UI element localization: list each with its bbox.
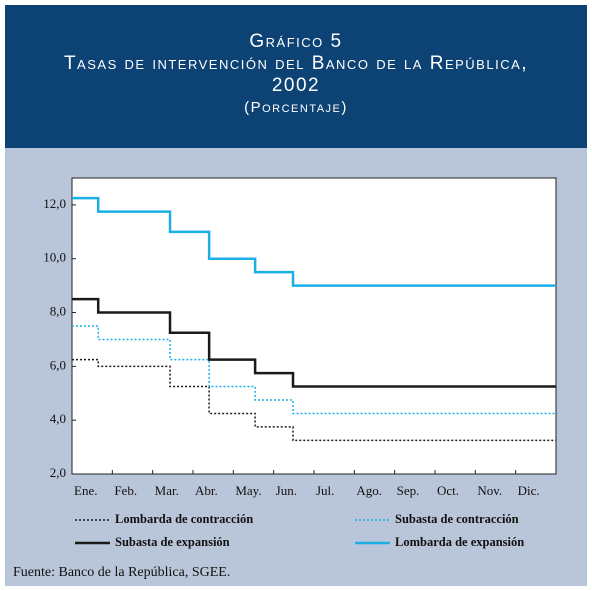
y-tick-label: 4,0 xyxy=(50,411,66,426)
chart-label: Gráfico 5 xyxy=(249,31,343,52)
y-tick-label: 2,0 xyxy=(50,465,66,480)
x-tick-label: Mar. xyxy=(155,483,179,498)
x-tick-label: Dic. xyxy=(518,483,540,498)
x-tick-label: Jun. xyxy=(276,483,297,498)
series-line xyxy=(72,297,556,388)
header: Gráfico 5 Tasas de intervención del Banc… xyxy=(5,5,587,148)
chart-title: Tasas de intervención del Banco de la Re… xyxy=(63,53,529,96)
chart: Fuente: Banco de la República, SGEE. 2,0… xyxy=(13,177,557,580)
x-tick-label: Oct. xyxy=(437,483,459,498)
legend-label: Lombarda de contracción xyxy=(115,512,253,526)
x-tick-label: Abr. xyxy=(195,483,218,498)
legend-label: Subasta de expansión xyxy=(115,535,230,549)
x-tick-label: Sep. xyxy=(397,483,420,498)
y-tick-label: 6,0 xyxy=(50,357,66,372)
series-line xyxy=(72,196,556,287)
y-tick-label: 12,0 xyxy=(43,196,66,211)
y-tick-label: 8,0 xyxy=(50,304,66,319)
legend-label: Lombarda de expansión xyxy=(395,535,524,549)
series-line xyxy=(72,358,556,442)
chart-panel: Fuente: Banco de la República, SGEE. 2,0… xyxy=(5,148,587,586)
x-tick-label: Feb. xyxy=(114,483,137,498)
series-line xyxy=(72,325,556,415)
y-tick-label: 10,0 xyxy=(43,250,66,265)
x-tick-label: Ago. xyxy=(356,483,382,498)
plot-area xyxy=(71,177,557,475)
legend-label: Subasta de contracción xyxy=(395,512,519,526)
x-tick-label: Ene. xyxy=(74,483,97,498)
source: Fuente: Banco de la República, SGEE. xyxy=(13,565,230,580)
chart-subtitle: (Porcentaje) xyxy=(244,99,348,116)
x-tick-label: May. xyxy=(235,483,261,498)
x-tick-label: Nov. xyxy=(477,483,502,498)
x-tick-label: Jul. xyxy=(316,483,334,498)
